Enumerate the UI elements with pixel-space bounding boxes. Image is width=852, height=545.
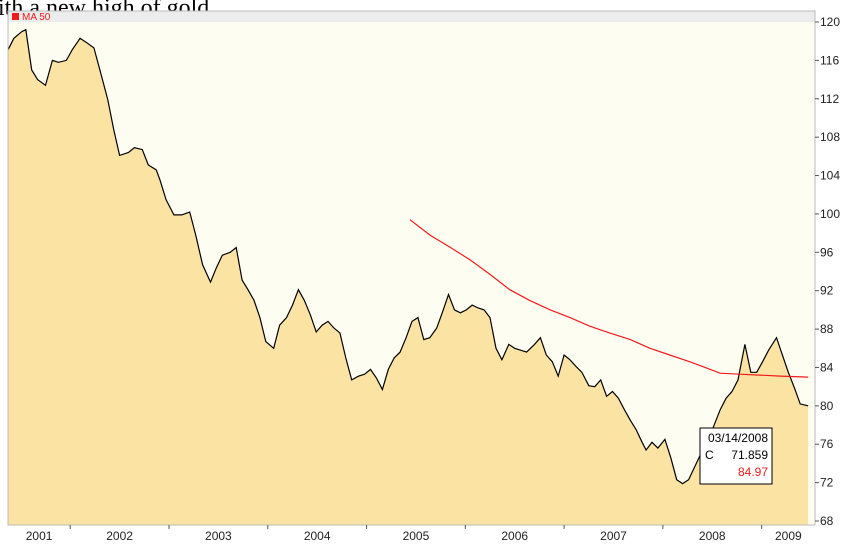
ma-line — [409, 219, 809, 378]
y-tick-label: 104 — [820, 169, 840, 183]
x-tick-label: 2005 — [403, 529, 430, 543]
x-tick-label: 2002 — [106, 529, 133, 543]
y-tick-label: 92 — [820, 284, 834, 298]
x-tick-label: 2007 — [600, 529, 627, 543]
y-tick-label: 84 — [820, 360, 834, 374]
legend-label: MA 50 — [22, 12, 51, 23]
y-tick-label: 116 — [820, 53, 839, 67]
tooltip-box — [699, 427, 773, 485]
area-fill — [8, 29, 809, 525]
y-tick-label: 76 — [820, 437, 834, 451]
price-line — [7, 28, 809, 485]
x-tick-label: 2008 — [699, 529, 726, 543]
y-tick-label: 120 — [820, 15, 840, 29]
y-tick-label: 112 — [820, 92, 839, 106]
y-tick-label: 100 — [820, 207, 840, 221]
legend-strip — [8, 11, 815, 22]
tooltip-ma: 84.97 — [738, 465, 768, 479]
x-tick-label: 2001 — [26, 529, 53, 543]
tooltip-date: 03/14/2008 — [708, 431, 768, 445]
tooltip-close: 71.859 — [731, 448, 768, 462]
x-tick-label: 2006 — [501, 529, 528, 543]
tooltip-label: C — [705, 448, 714, 462]
plot-frame — [7, 10, 816, 526]
x-tick-label: 2004 — [304, 529, 331, 543]
y-tick-label: 108 — [820, 130, 840, 144]
x-tick-label: 2009 — [775, 529, 802, 543]
y-tick-label: 80 — [820, 399, 834, 413]
y-tick-label: 96 — [820, 245, 834, 259]
legend-swatch — [12, 13, 19, 20]
x-tick-label: 2003 — [205, 529, 232, 543]
y-tick-label: 68 — [820, 514, 834, 528]
y-tick-label: 88 — [820, 322, 834, 336]
y-tick-label: 72 — [820, 476, 834, 490]
